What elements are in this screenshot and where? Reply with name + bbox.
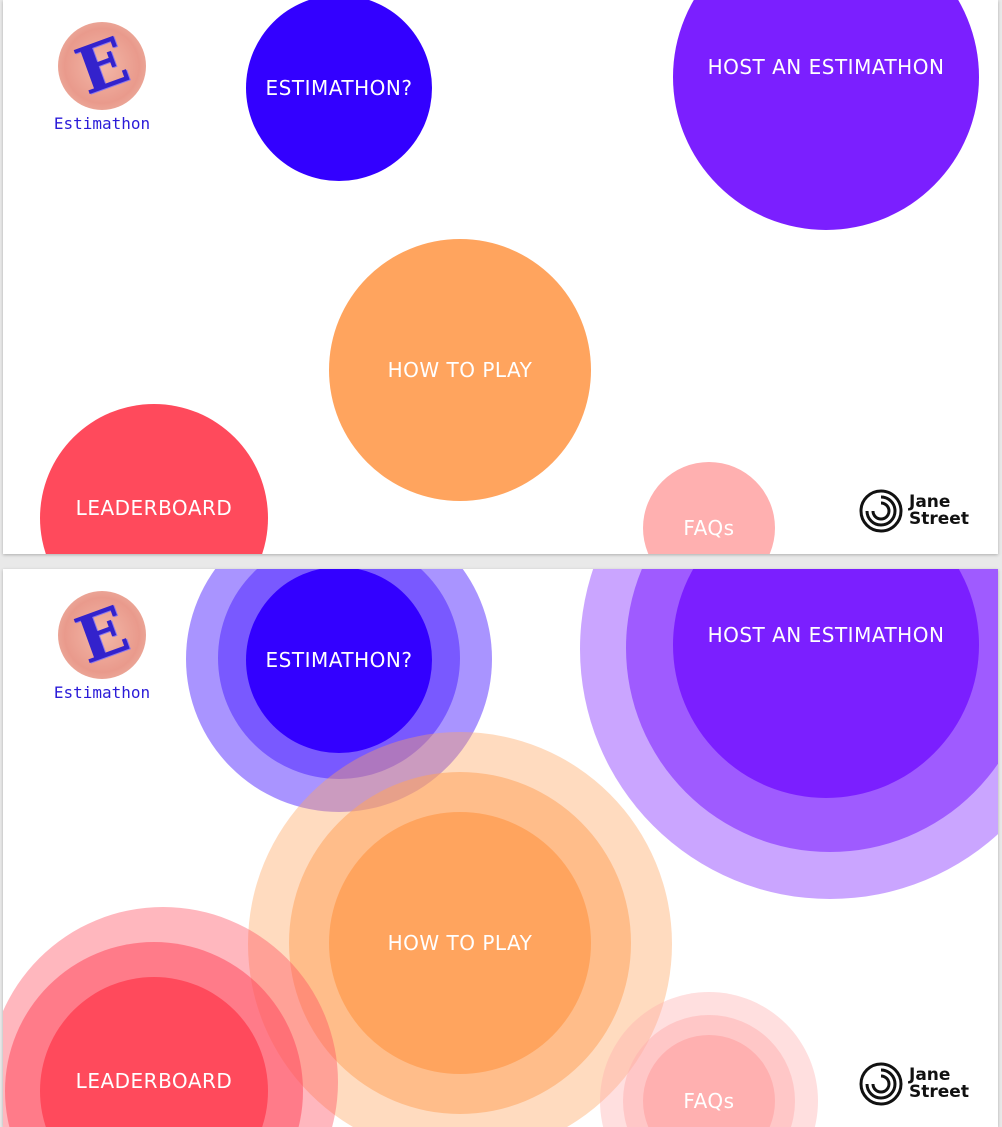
leaderboard-button-label: LEADERBOARD	[75, 496, 233, 520]
how-to-play-button[interactable]: HOW TO PLAY	[329, 812, 591, 1074]
logo-wordmark: Estimathon	[53, 114, 151, 133]
how-to-play-button-label: HOW TO PLAY	[387, 931, 533, 955]
home-screen-hover: E Estimathon ESTIMATHON? HOST AN ESTIMAT…	[3, 569, 998, 1127]
jane-street-line2: Street	[909, 509, 969, 529]
jane-street-wordmark: Jane Street	[909, 1067, 969, 1101]
estimathon-button[interactable]: ESTIMATHON?	[246, 569, 432, 753]
estimathon-seal-icon: E	[58, 591, 146, 679]
estimathon-button-label: ESTIMATHON?	[265, 648, 413, 672]
jane-street-logo[interactable]: Jane Street	[859, 489, 969, 533]
estimathon-logo[interactable]: E Estimathon	[47, 22, 157, 133]
host-estimathon-button[interactable]: HOST AN ESTIMATHON	[673, 569, 979, 798]
leaderboard-button[interactable]: LEADERBOARD	[40, 977, 268, 1127]
logo-wordmark: Estimathon	[53, 683, 151, 702]
jane-street-line2: Street	[909, 1082, 969, 1102]
faqs-button-label: FAQs	[683, 516, 735, 540]
leaderboard-button[interactable]: LEADERBOARD	[40, 404, 268, 554]
seal-letter: E	[66, 591, 138, 679]
estimathon-logo[interactable]: E Estimathon	[47, 591, 157, 702]
faqs-button[interactable]: FAQs	[643, 1035, 775, 1127]
host-estimathon-button[interactable]: HOST AN ESTIMATHON	[673, 0, 979, 230]
leaderboard-button-label: LEADERBOARD	[75, 1069, 233, 1093]
estimathon-button-label: ESTIMATHON?	[265, 76, 413, 100]
home-screen-default: E Estimathon ESTIMATHON? HOST AN ESTIMAT…	[3, 0, 998, 554]
host-estimathon-button-label: HOST AN ESTIMATHON	[707, 55, 945, 79]
faqs-button[interactable]: FAQs	[643, 462, 775, 554]
host-estimathon-button-label: HOST AN ESTIMATHON	[707, 623, 945, 647]
estimathon-button[interactable]: ESTIMATHON?	[246, 0, 432, 181]
estimathon-seal-icon: E	[58, 22, 146, 110]
seal-letter: E	[66, 22, 138, 110]
jane-street-line1: Jane	[909, 492, 951, 512]
jane-street-logo-icon	[859, 1062, 903, 1106]
jane-street-logo[interactable]: Jane Street	[859, 1062, 969, 1106]
jane-street-logo-icon	[859, 489, 903, 533]
faqs-button-label: FAQs	[683, 1089, 735, 1113]
how-to-play-button[interactable]: HOW TO PLAY	[329, 239, 591, 501]
jane-street-wordmark: Jane Street	[909, 494, 969, 528]
how-to-play-button-label: HOW TO PLAY	[387, 358, 533, 382]
jane-street-line1: Jane	[909, 1065, 951, 1085]
